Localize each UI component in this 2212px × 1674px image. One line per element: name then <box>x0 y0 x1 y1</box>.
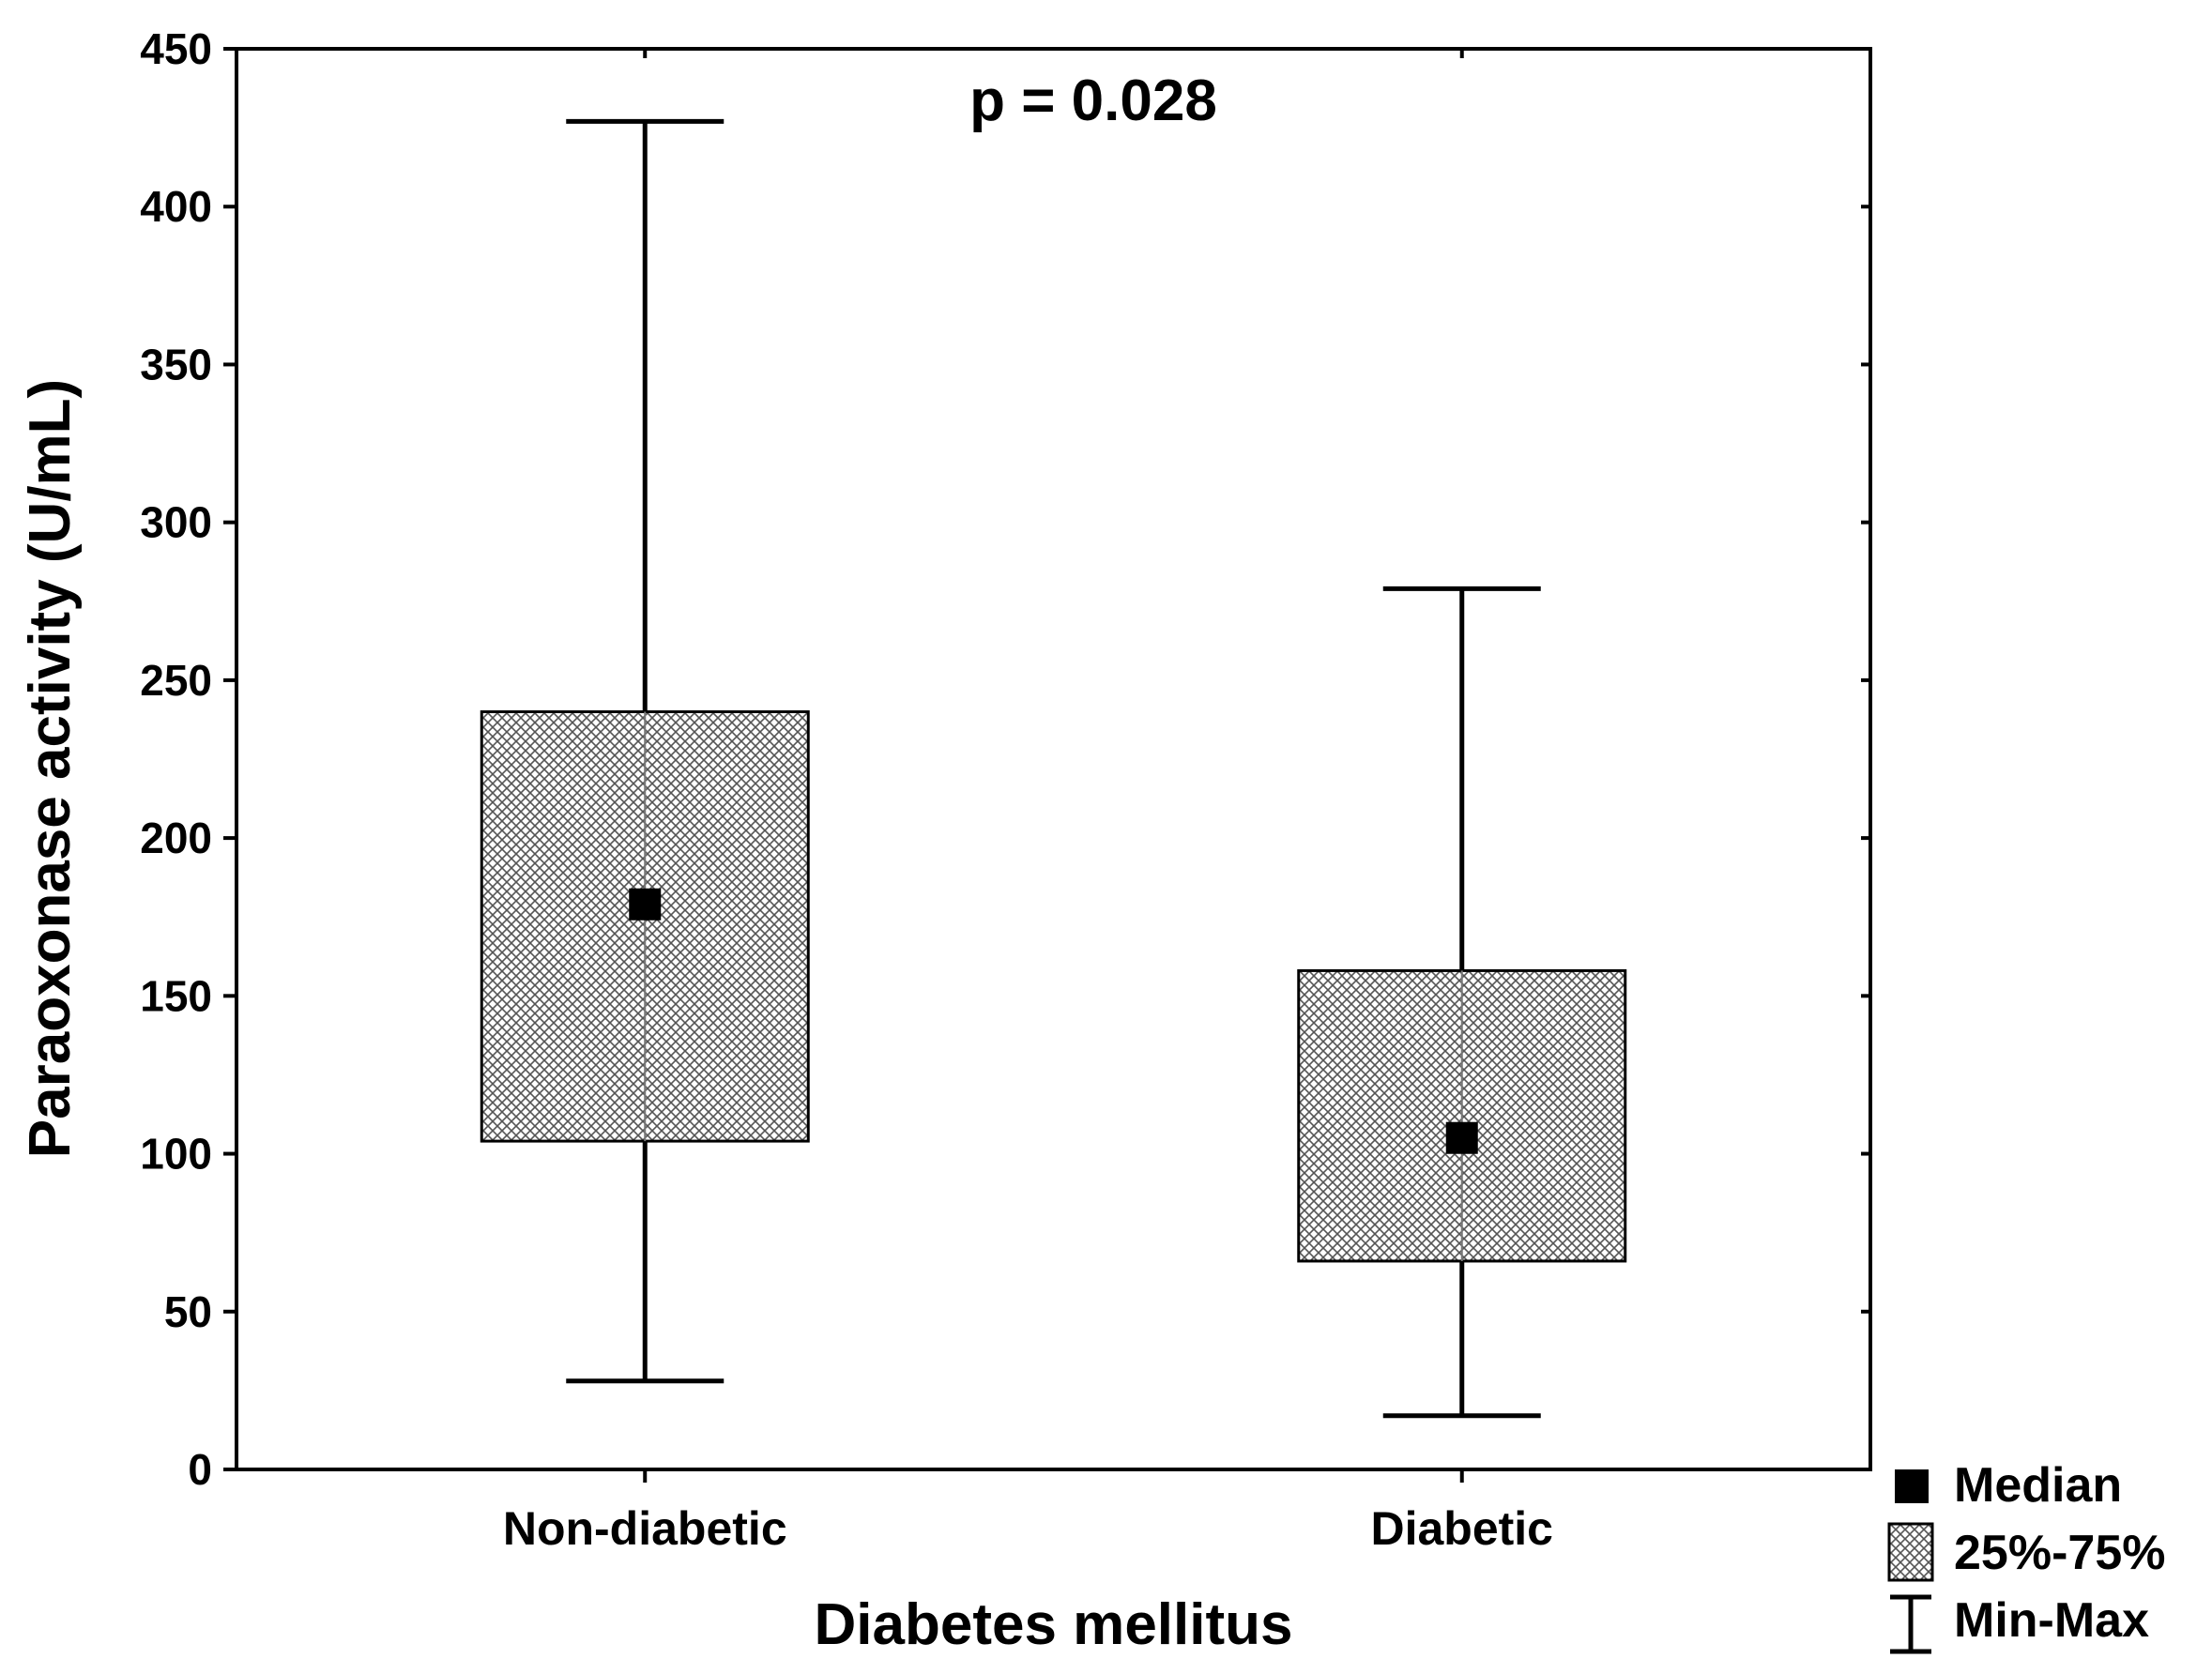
x-axis: Non-diabetic Diabetic <box>503 49 1553 1555</box>
p-value-annotation: p = 0.028 <box>969 68 1217 133</box>
x-axis-title: Diabetes mellitus <box>815 1592 1293 1657</box>
legend-box-symbol <box>1887 1522 1934 1582</box>
legend-box-label: 25%-75% <box>1954 1526 2165 1580</box>
x-category-label: Non-diabetic <box>503 1502 787 1555</box>
y-tick-label: 450 <box>140 24 212 73</box>
y-axis: 0 50 100 150 200 250 300 350 400 450 <box>140 24 1870 1494</box>
legend-whisker-symbol <box>1890 1594 1931 1654</box>
box-series <box>480 118 1627 1419</box>
y-tick-label: 300 <box>140 498 212 547</box>
y-tick-label: 350 <box>140 340 212 388</box>
median-marker <box>629 888 662 921</box>
box-group <box>1297 586 1627 1419</box>
y-tick-label: 100 <box>140 1130 212 1179</box>
box-group <box>480 118 810 1384</box>
y-tick-label: 250 <box>140 656 212 705</box>
x-category-label: Diabetic <box>1370 1502 1553 1555</box>
legend-median-label: Median <box>1954 1458 2122 1513</box>
plot-area-frame <box>235 47 1872 1471</box>
y-tick-label: 0 <box>188 1445 212 1494</box>
y-tick-label: 50 <box>164 1287 212 1336</box>
y-axis-title: Paraoxonase activity (U/mL) <box>18 379 83 1158</box>
legend-whisker-label: Min-Max <box>1954 1593 2149 1648</box>
legend-median-symbol <box>1895 1469 1929 1503</box>
y-tick-label: 150 <box>140 971 212 1020</box>
y-tick-label: 200 <box>140 814 212 862</box>
median-marker <box>1445 1121 1478 1154</box>
legend: Median 25%-75% Min-Max <box>1887 1458 2165 1654</box>
y-tick-label: 400 <box>140 182 212 231</box>
